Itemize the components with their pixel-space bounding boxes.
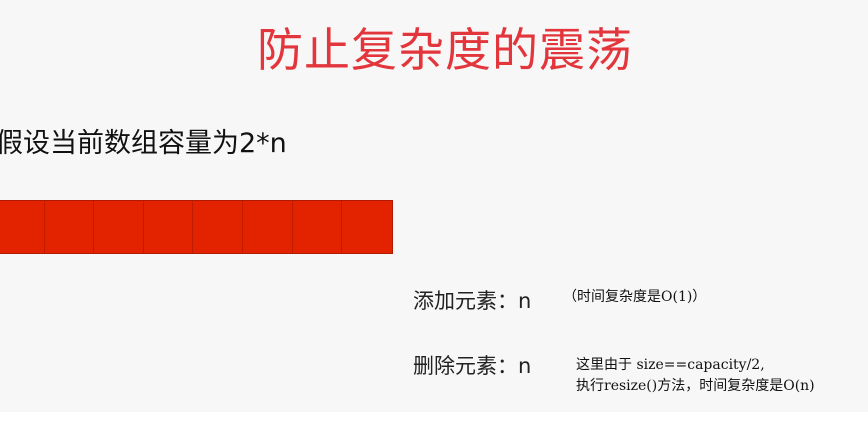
remove-note-line2: 执行resize()方法，时间复杂度是O(n): [576, 378, 815, 394]
add-elements-label: 添加元素：n: [413, 289, 532, 313]
add-complexity-note: （时间复杂度是O(1)）: [563, 289, 707, 305]
array-cell: [44, 201, 95, 253]
remove-note-line1: 这里由于 size==capacity/2,: [576, 357, 765, 373]
array-cell: [193, 201, 243, 253]
slide-canvas: 防止复杂度的震荡 假设当前数组容量为2*n 添加元素：n （时间复杂度是O(1)…: [0, 23, 815, 394]
remove-elements-label: 删除元素：n: [413, 354, 532, 378]
bottom-margin: [0, 412, 868, 431]
array-cell: [0, 201, 45, 253]
array-cell: [342, 201, 392, 253]
array-cell: [242, 201, 293, 253]
array-bar: [0, 200, 393, 254]
slide-title: 防止复杂度的震荡: [257, 23, 633, 77]
assumption-text: 假设当前数组容量为2*n: [0, 128, 287, 159]
array-cell: [94, 201, 144, 253]
array-cell: [143, 201, 194, 253]
array-cell: [292, 201, 343, 253]
